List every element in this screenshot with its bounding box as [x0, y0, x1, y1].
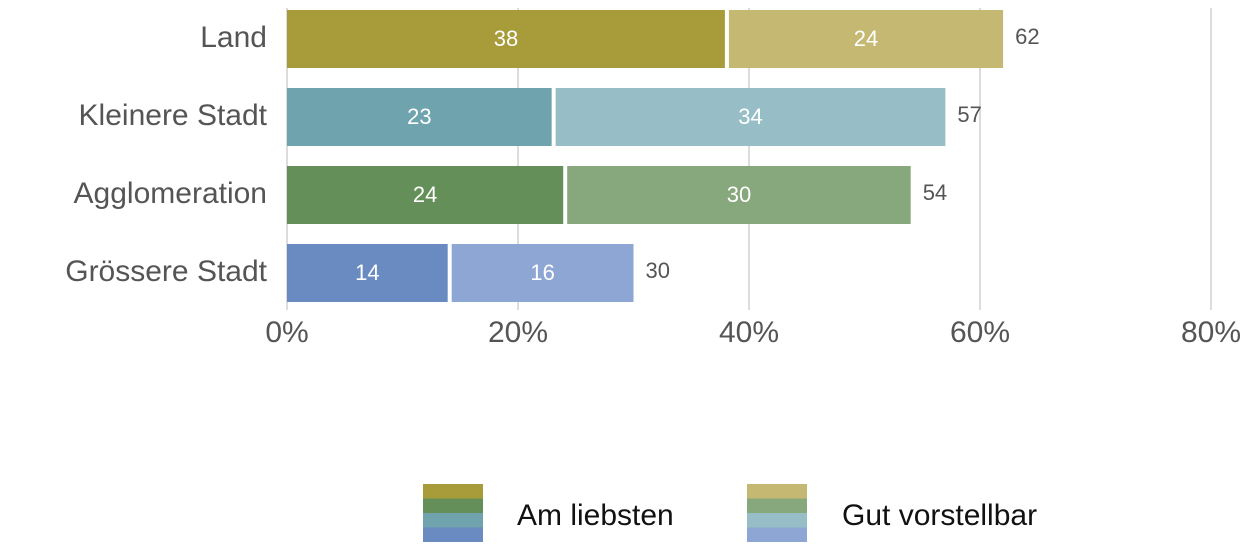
- x-tick-label: 40%: [719, 316, 779, 349]
- bar-segment: [451, 244, 634, 302]
- legend-label: Am liebsten: [517, 499, 674, 532]
- bar-segment: [728, 10, 1004, 68]
- y-tick-label: Agglomeration: [74, 177, 267, 210]
- legend-swatch-stripe: [423, 484, 483, 499]
- bar-segment: [287, 88, 552, 146]
- x-tick-label: 60%: [950, 316, 1010, 349]
- bar-segment: [555, 88, 946, 146]
- x-tick-label: 0%: [265, 316, 308, 349]
- y-tick-label: Grössere Stadt: [65, 255, 267, 288]
- legend-swatch-stripe: [747, 527, 807, 542]
- legend-swatch-stripe: [423, 498, 483, 513]
- x-tick-label: 20%: [488, 316, 548, 349]
- value-label: 38: [494, 26, 518, 51]
- total-label: 62: [1015, 24, 1039, 49]
- bar-segment: [567, 166, 911, 224]
- value-label: 30: [727, 182, 751, 207]
- bar-segment: [287, 244, 448, 302]
- legend-swatch: [747, 484, 807, 542]
- legend-swatch-stripe: [423, 513, 483, 528]
- total-label: 30: [646, 258, 670, 283]
- legend-swatch-stripe: [747, 513, 807, 528]
- value-label: 16: [530, 260, 554, 285]
- value-label: 24: [854, 26, 878, 51]
- y-tick-label: Kleinere Stadt: [79, 99, 268, 132]
- value-label: 14: [355, 260, 379, 285]
- value-label: 24: [413, 182, 437, 207]
- legend-swatch-stripe: [747, 498, 807, 513]
- legend-swatch-stripe: [423, 527, 483, 542]
- total-label: 54: [923, 180, 947, 205]
- bar-segment: [287, 10, 725, 68]
- bar-segment: [287, 166, 564, 224]
- value-label: 23: [407, 104, 431, 129]
- legend-swatch-stripe: [747, 484, 807, 499]
- value-label: 34: [738, 104, 762, 129]
- legend-label: Gut vorstellbar: [842, 499, 1037, 532]
- total-label: 57: [957, 102, 981, 127]
- y-tick-label: Land: [200, 21, 267, 54]
- x-tick-label: 80%: [1181, 316, 1241, 349]
- legend-swatch: [423, 484, 483, 542]
